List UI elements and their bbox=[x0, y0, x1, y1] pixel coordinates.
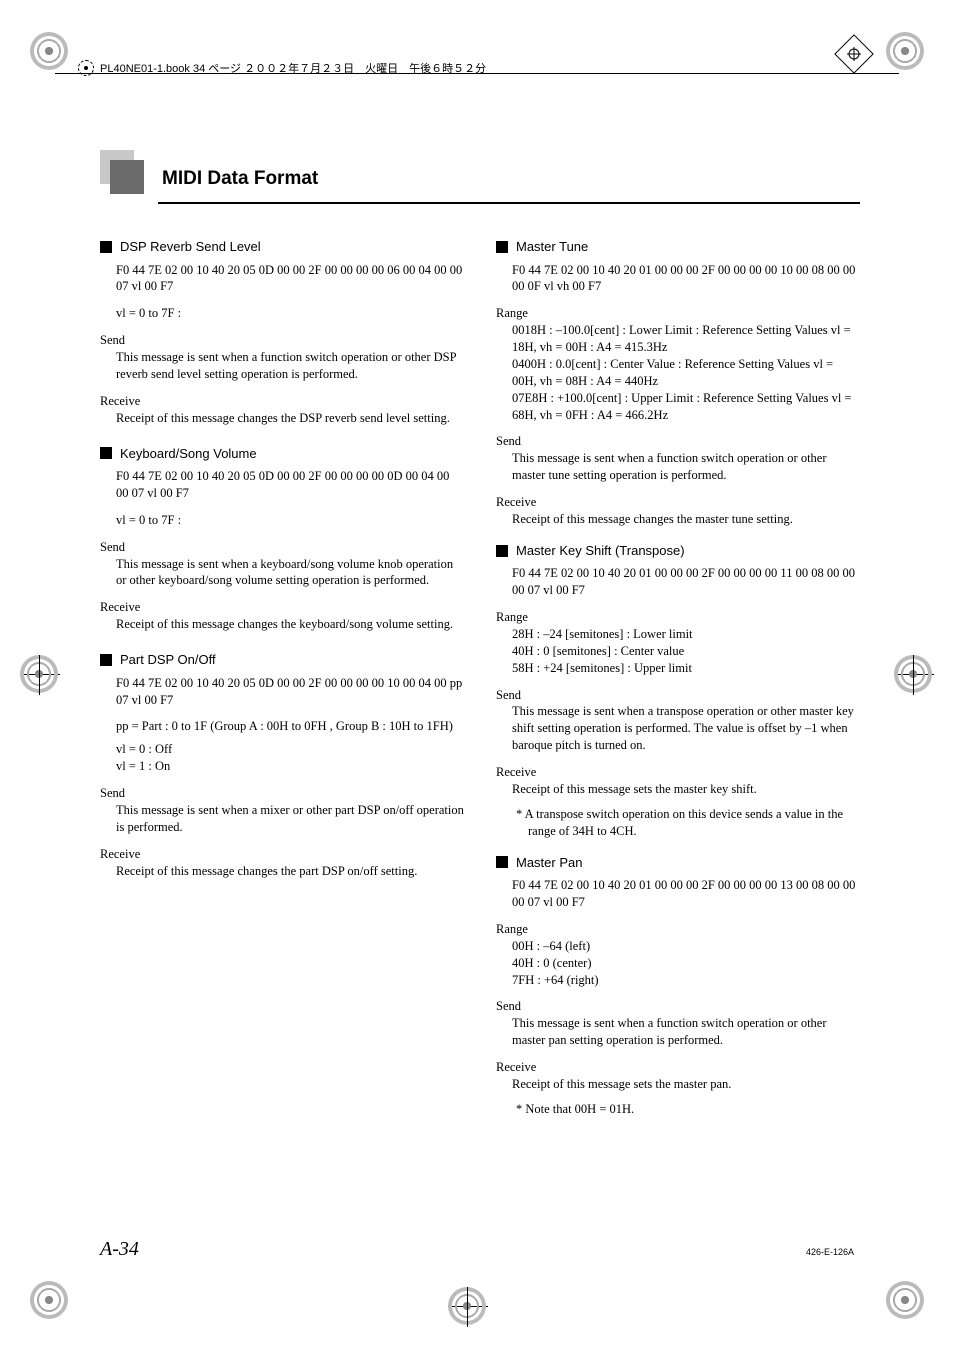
send-text: This message is sent when a function swi… bbox=[512, 450, 860, 484]
crop-cross-icon bbox=[448, 1287, 488, 1327]
send-text: This message is sent when a keyboard/son… bbox=[116, 556, 464, 590]
heading-text: Master Tune bbox=[516, 238, 588, 256]
sysex-hex: F0 44 7E 02 00 10 40 20 01 00 00 00 2F 0… bbox=[512, 262, 860, 296]
param-line: vl = 1 : On bbox=[116, 758, 464, 775]
section-heading: Keyboard/Song Volume bbox=[100, 445, 464, 463]
receive-text: Receipt of this message sets the master … bbox=[512, 781, 860, 798]
range-label: Range bbox=[496, 609, 860, 626]
send-label: Send bbox=[496, 433, 860, 450]
range-line: 58H : +24 [semitones] : Upper limit bbox=[512, 660, 860, 677]
doc-code: 426-E-126A bbox=[806, 1247, 854, 1257]
param-line: pp = Part : 0 to 1F (Group A : 00H to 0F… bbox=[116, 718, 464, 735]
heading-text: Part DSP On/Off bbox=[120, 651, 216, 669]
square-bullet-icon bbox=[100, 241, 112, 253]
page-number: A-34 bbox=[100, 1238, 139, 1261]
send-label: Send bbox=[100, 332, 464, 349]
receive-label: Receive bbox=[496, 764, 860, 781]
receive-text: Receipt of this message changes the mast… bbox=[512, 511, 860, 528]
range-line: 7FH : +64 (right) bbox=[512, 972, 860, 989]
param-line: vl = 0 to 7F : bbox=[116, 512, 464, 529]
receive-text: Receipt of this message changes the part… bbox=[116, 863, 464, 880]
crop-mark-icon bbox=[30, 32, 68, 70]
title-rule bbox=[158, 202, 860, 204]
running-header: PL40NE01-1.book 34 ページ ２００２年７月２３日 火曜日 午後… bbox=[100, 60, 486, 76]
receive-label: Receive bbox=[100, 846, 464, 863]
param-line: vl = 0 to 7F : bbox=[116, 305, 464, 322]
square-bullet-icon bbox=[496, 545, 508, 557]
square-bullet-icon bbox=[100, 447, 112, 459]
square-bullet-icon bbox=[100, 654, 112, 666]
send-label: Send bbox=[100, 785, 464, 802]
crop-cross-icon bbox=[20, 655, 60, 695]
range-line: 07E8H : +100.0[cent] : Upper Limit : Ref… bbox=[512, 390, 860, 424]
range-label: Range bbox=[496, 921, 860, 938]
footnote: * A transpose switch operation on this d… bbox=[512, 806, 860, 840]
heading-text: Master Key Shift (Transpose) bbox=[516, 542, 685, 560]
range-label: Range bbox=[496, 305, 860, 322]
section-heading: DSP Reverb Send Level bbox=[100, 238, 464, 256]
receive-text: Receipt of this message sets the master … bbox=[512, 1076, 860, 1093]
receive-text: Receipt of this message changes the keyb… bbox=[116, 616, 464, 633]
send-text: This message is sent when a mixer or oth… bbox=[116, 802, 464, 836]
receive-label: Receive bbox=[496, 1059, 860, 1076]
send-label: Send bbox=[496, 687, 860, 704]
range-line: 00H : –64 (left) bbox=[512, 938, 860, 955]
range-line: 40H : 0 [semitones] : Center value bbox=[512, 643, 860, 660]
receive-label: Receive bbox=[100, 599, 464, 616]
send-text: This message is sent when a function swi… bbox=[512, 1015, 860, 1049]
crop-mark-icon bbox=[886, 32, 924, 70]
send-text: This message is sent when a transpose op… bbox=[512, 703, 860, 754]
crop-mark-icon bbox=[886, 1281, 924, 1319]
range-line: 0400H : 0.0[cent] : Center Value : Refer… bbox=[512, 356, 860, 390]
send-label: Send bbox=[496, 998, 860, 1015]
crop-diamond-icon bbox=[834, 34, 874, 74]
section-title-block: MIDI Data Format bbox=[100, 150, 860, 196]
range-line: 0018H : –100.0[cent] : Lower Limit : Ref… bbox=[512, 322, 860, 356]
range-line: 40H : 0 (center) bbox=[512, 955, 860, 972]
section-heading: Master Pan bbox=[496, 854, 860, 872]
sysex-hex: F0 44 7E 02 00 10 40 20 05 0D 00 00 2F 0… bbox=[116, 262, 464, 296]
receive-label: Receive bbox=[496, 494, 860, 511]
section-heading: Part DSP On/Off bbox=[100, 651, 464, 669]
page-title: MIDI Data Format bbox=[146, 168, 318, 196]
sysex-hex: F0 44 7E 02 00 10 40 20 01 00 00 00 2F 0… bbox=[512, 877, 860, 911]
send-text: This message is sent when a function swi… bbox=[116, 349, 464, 383]
sysex-hex: F0 44 7E 02 00 10 40 20 05 0D 00 00 2F 0… bbox=[116, 468, 464, 502]
section-heading: Master Tune bbox=[496, 238, 860, 256]
crop-mark-icon bbox=[30, 1281, 68, 1319]
receive-text: Receipt of this message changes the DSP … bbox=[116, 410, 464, 427]
crop-cross-icon bbox=[894, 655, 934, 695]
title-squares-icon bbox=[100, 150, 146, 196]
right-column: Master Tune F0 44 7E 02 00 10 40 20 01 0… bbox=[496, 234, 860, 1118]
range-line: 28H : –24 [semitones] : Lower limit bbox=[512, 626, 860, 643]
sysex-hex: F0 44 7E 02 00 10 40 20 05 0D 00 00 2F 0… bbox=[116, 675, 464, 709]
heading-text: Master Pan bbox=[516, 854, 582, 872]
section-heading: Master Key Shift (Transpose) bbox=[496, 542, 860, 560]
left-column: DSP Reverb Send Level F0 44 7E 02 00 10 … bbox=[100, 234, 464, 1118]
send-label: Send bbox=[100, 539, 464, 556]
sysex-hex: F0 44 7E 02 00 10 40 20 01 00 00 00 2F 0… bbox=[512, 565, 860, 599]
footnote: * Note that 00H = 01H. bbox=[512, 1101, 860, 1118]
heading-text: DSP Reverb Send Level bbox=[120, 238, 261, 256]
heading-text: Keyboard/Song Volume bbox=[120, 445, 257, 463]
header-ornament-icon bbox=[78, 60, 94, 76]
receive-label: Receive bbox=[100, 393, 464, 410]
square-bullet-icon bbox=[496, 241, 508, 253]
param-line: vl = 0 : Off bbox=[116, 741, 464, 758]
footer: A-34 426-E-126A bbox=[100, 1238, 854, 1261]
square-bullet-icon bbox=[496, 856, 508, 868]
